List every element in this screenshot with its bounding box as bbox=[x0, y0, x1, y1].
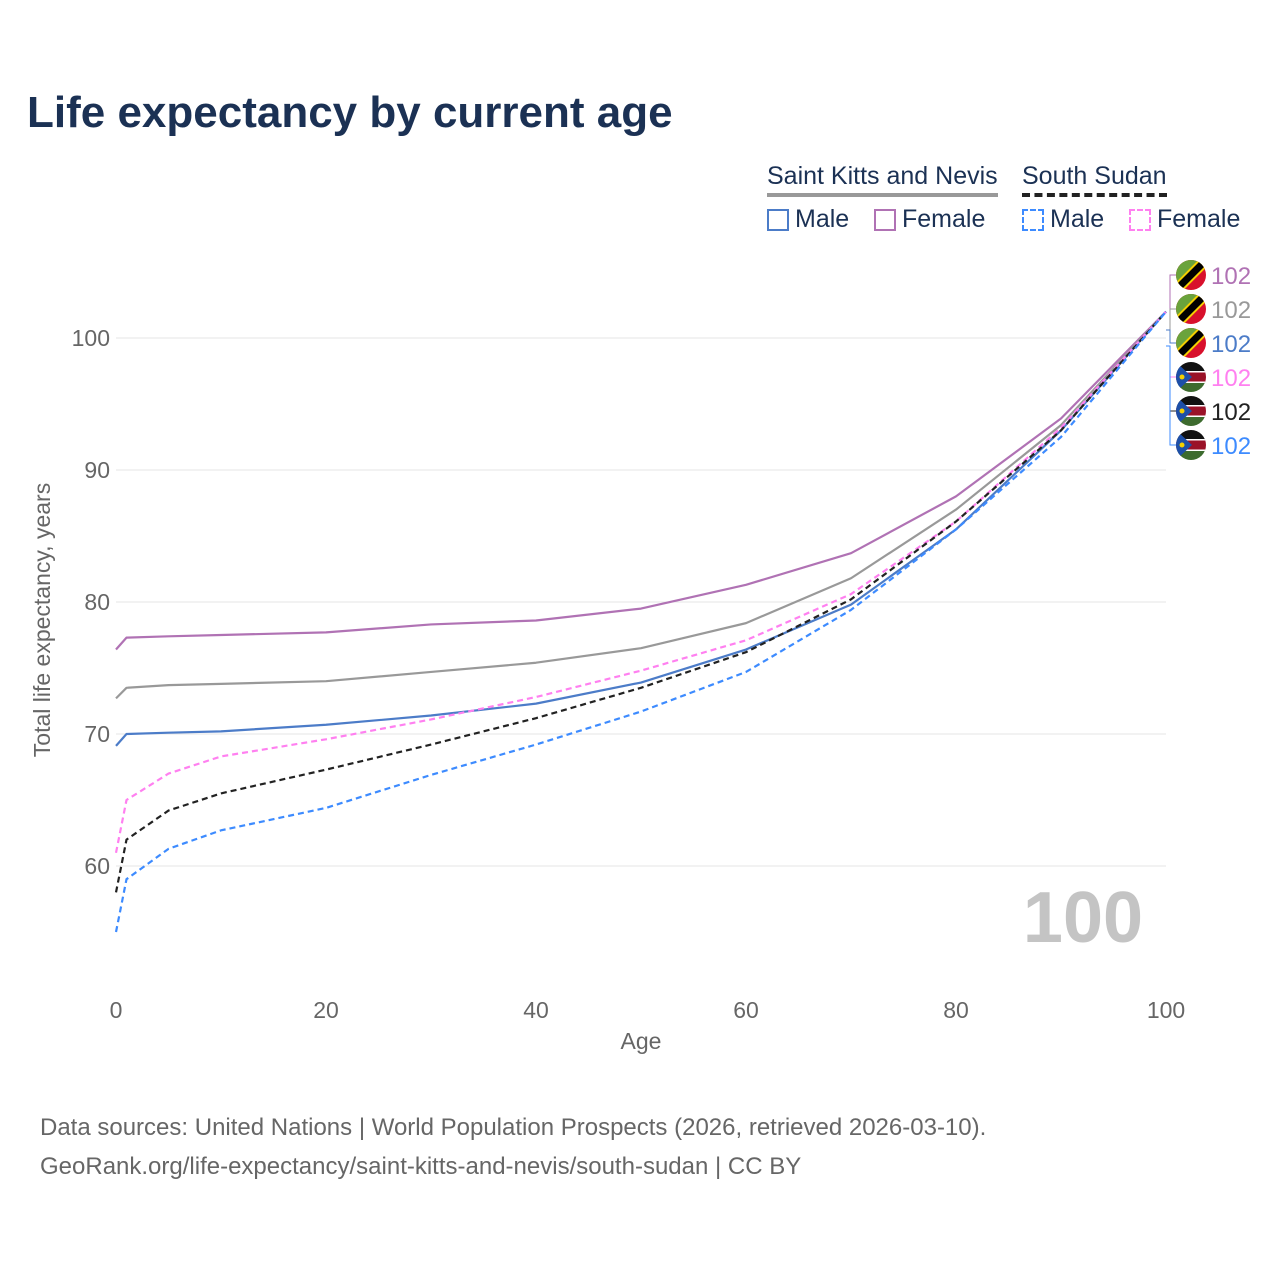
series-line-saint-kitts-and-nevis-total[interactable] bbox=[115, 310, 1167, 700]
series-line-south-sudan-female[interactable] bbox=[114, 310, 1167, 854]
x-axis-label: Age bbox=[621, 1028, 662, 1054]
y-tick-label: 60 bbox=[84, 853, 110, 879]
end-value-label: 102 bbox=[1211, 433, 1251, 460]
legend-country-saint-kitts[interactable]: Saint Kitts and Nevis bbox=[767, 162, 998, 197]
x-tick-label: 80 bbox=[943, 997, 969, 1023]
source-link[interactable]: GeoRank.org/life-expectancy/saint-kitts-… bbox=[40, 1153, 802, 1180]
legend-item-skn-female[interactable]: Female bbox=[874, 205, 985, 234]
flag-saint-kitts-icon bbox=[1176, 294, 1206, 324]
label-connector bbox=[1166, 345, 1176, 412]
flag-saint-kitts-icon bbox=[1176, 260, 1206, 290]
y-tick-label: 80 bbox=[84, 589, 110, 615]
y-tick-label: 70 bbox=[84, 721, 110, 747]
flag-south-sudan-icon bbox=[1176, 362, 1206, 392]
legend-item-skn-male[interactable]: Male bbox=[767, 205, 849, 234]
x-tick-label: 40 bbox=[523, 997, 549, 1023]
label-connector bbox=[1166, 345, 1176, 378]
y-tick-label: 90 bbox=[84, 457, 110, 483]
legend-swatch bbox=[874, 208, 896, 231]
series-line-saint-kitts-and-nevis-male[interactable] bbox=[115, 310, 1167, 747]
legend-item-ss-female[interactable]: Female bbox=[1129, 205, 1240, 234]
x-tick-label: 60 bbox=[733, 997, 759, 1023]
end-value-label: 102 bbox=[1211, 297, 1251, 324]
x-tick-label: 0 bbox=[110, 997, 123, 1023]
legend-label: Male bbox=[1050, 205, 1105, 233]
label-connector bbox=[1166, 308, 1176, 331]
source-note: Data sources: United Nations | World Pop… bbox=[40, 1108, 986, 1186]
flag-saint-kitts-icon bbox=[1176, 328, 1206, 358]
legend-country-south-sudan[interactable]: South Sudan bbox=[1022, 162, 1167, 197]
legend-swatch bbox=[767, 208, 789, 231]
legend-swatch bbox=[1022, 208, 1044, 231]
end-value-label: 102 bbox=[1211, 263, 1251, 290]
series-line-saint-kitts-and-nevis-female[interactable] bbox=[115, 310, 1167, 651]
legend-label: Male bbox=[795, 205, 850, 233]
y-tick-label: 100 bbox=[72, 325, 110, 351]
x-tick-label: 100 bbox=[1147, 997, 1185, 1023]
chart-title: Life expectancy by current age bbox=[27, 88, 673, 137]
source-line: Data sources: United Nations | World Pop… bbox=[40, 1114, 987, 1141]
flag-south-sudan-icon bbox=[1176, 396, 1206, 426]
label-connector bbox=[1166, 345, 1176, 446]
legend-label: Female bbox=[902, 205, 986, 233]
y-axis-label: Total life expectancy, years bbox=[29, 483, 55, 757]
x-tick-label: 20 bbox=[313, 997, 339, 1023]
end-value-label: 102 bbox=[1211, 331, 1251, 358]
legend-swatch bbox=[1129, 208, 1151, 231]
watermark: 100 bbox=[1023, 878, 1143, 958]
legend-label: Female bbox=[1157, 205, 1241, 233]
end-value-label: 102 bbox=[1211, 365, 1251, 392]
label-connector bbox=[1166, 329, 1176, 344]
label-connector bbox=[1166, 274, 1176, 331]
legend-item-ss-male[interactable]: Male bbox=[1022, 205, 1104, 234]
series-line-south-sudan-male[interactable] bbox=[114, 310, 1167, 933]
end-value-label: 102 bbox=[1211, 399, 1251, 426]
series-line-south-sudan-total[interactable] bbox=[114, 310, 1167, 893]
flag-south-sudan-icon bbox=[1176, 430, 1206, 460]
